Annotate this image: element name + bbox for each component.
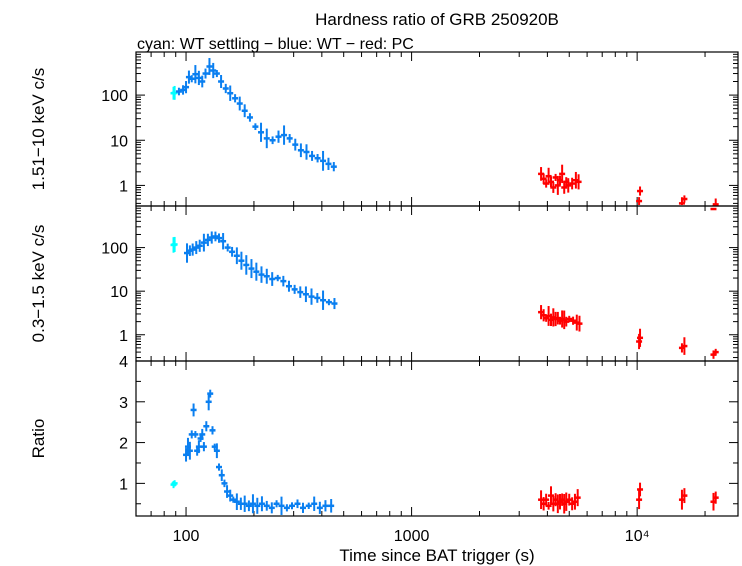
y-tick-label: 10 bbox=[110, 133, 128, 150]
series-wt_settling bbox=[170, 480, 178, 489]
series-pc bbox=[538, 305, 719, 359]
series-wt_settling bbox=[170, 85, 178, 100]
y-tick-label: 1 bbox=[119, 476, 128, 493]
y-tick-label: 100 bbox=[101, 88, 128, 105]
panel-ratio: 1 2 3 4 Ratio bbox=[29, 354, 739, 517]
y-tick-label: 1 bbox=[119, 328, 128, 345]
chart-title: Hardness ratio of GRB 250920B bbox=[315, 10, 559, 29]
panel-frame bbox=[135, 360, 739, 517]
y-tick-label: 2 bbox=[119, 436, 128, 453]
panel-soft: 1 10 100 0.3−1.5 keV c/s bbox=[29, 205, 739, 362]
series-wt_settling bbox=[170, 236, 178, 253]
series-pc bbox=[538, 164, 719, 211]
panel-hard: 1 10 100 1.51−10 keV c/s bbox=[29, 51, 739, 211]
series-wt bbox=[183, 389, 335, 515]
y-tick-label: 1 bbox=[119, 178, 128, 195]
panels-group: 1 10 100 1.51−10 keV c/s 1 10 100 0.3−1.5 keV c… bbox=[29, 51, 739, 545]
x-tick-label: 10⁴ bbox=[625, 528, 650, 545]
series-pc bbox=[538, 482, 719, 514]
x-tick-label: 100 bbox=[173, 528, 200, 545]
y-tick-label: 10 bbox=[110, 284, 128, 301]
y-axis-label: 1.51−10 keV c/s bbox=[29, 68, 48, 190]
series-wt bbox=[175, 58, 337, 172]
y-axis-label: Ratio bbox=[29, 419, 48, 459]
series-wt bbox=[184, 231, 338, 310]
panel-frame bbox=[135, 51, 739, 207]
y-tick-label: 4 bbox=[119, 354, 128, 371]
y-axis-label: 0.3−1.5 keV c/s bbox=[29, 225, 48, 343]
y-tick-label: 100 bbox=[101, 241, 128, 258]
x-tick-label: 1000 bbox=[394, 528, 430, 545]
y-tick-label: 3 bbox=[119, 395, 128, 412]
x-axis-label: Time since BAT trigger (s) bbox=[339, 546, 534, 565]
chart-subtitle: cyan: WT settling − blue: WT − red: PC bbox=[137, 36, 414, 53]
panel-frame bbox=[135, 205, 739, 362]
